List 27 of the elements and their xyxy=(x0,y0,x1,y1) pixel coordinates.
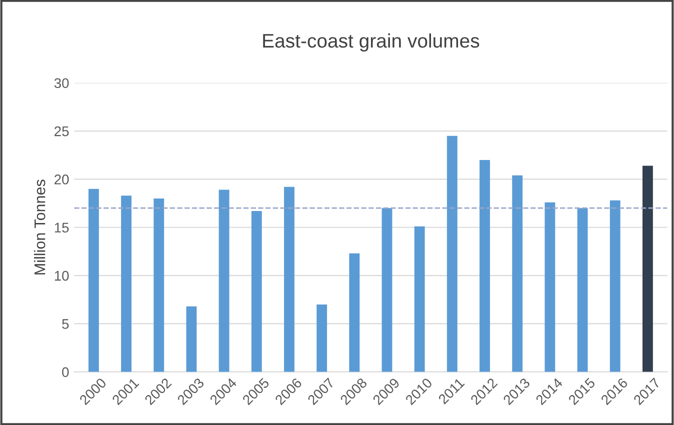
bar xyxy=(414,226,425,372)
y-tick-label: 30 xyxy=(54,78,69,88)
y-tick-label: 15 xyxy=(54,222,69,233)
bar xyxy=(480,160,490,372)
bar xyxy=(88,188,99,372)
bar xyxy=(642,166,653,372)
bar xyxy=(316,304,328,372)
bar xyxy=(446,136,458,372)
bar xyxy=(577,208,588,372)
bar xyxy=(154,198,164,372)
bar xyxy=(512,175,523,372)
bar xyxy=(382,208,392,372)
bar xyxy=(610,200,620,372)
y-tick-label: 25 xyxy=(54,126,69,136)
bar xyxy=(121,196,132,372)
y-tick-label: 0 xyxy=(62,367,69,378)
y-axis-title: Million Tonnes xyxy=(34,180,46,274)
y-tick-label: 5 xyxy=(62,319,69,329)
bar xyxy=(544,202,556,372)
bar xyxy=(251,211,262,372)
chart-title: East-coast grain volumes xyxy=(263,33,480,52)
bar xyxy=(218,190,230,372)
y-tick-label: 20 xyxy=(54,174,69,184)
bar xyxy=(186,306,197,372)
y-tick-label: 10 xyxy=(54,270,69,281)
bar xyxy=(349,253,360,372)
bar xyxy=(284,186,294,372)
